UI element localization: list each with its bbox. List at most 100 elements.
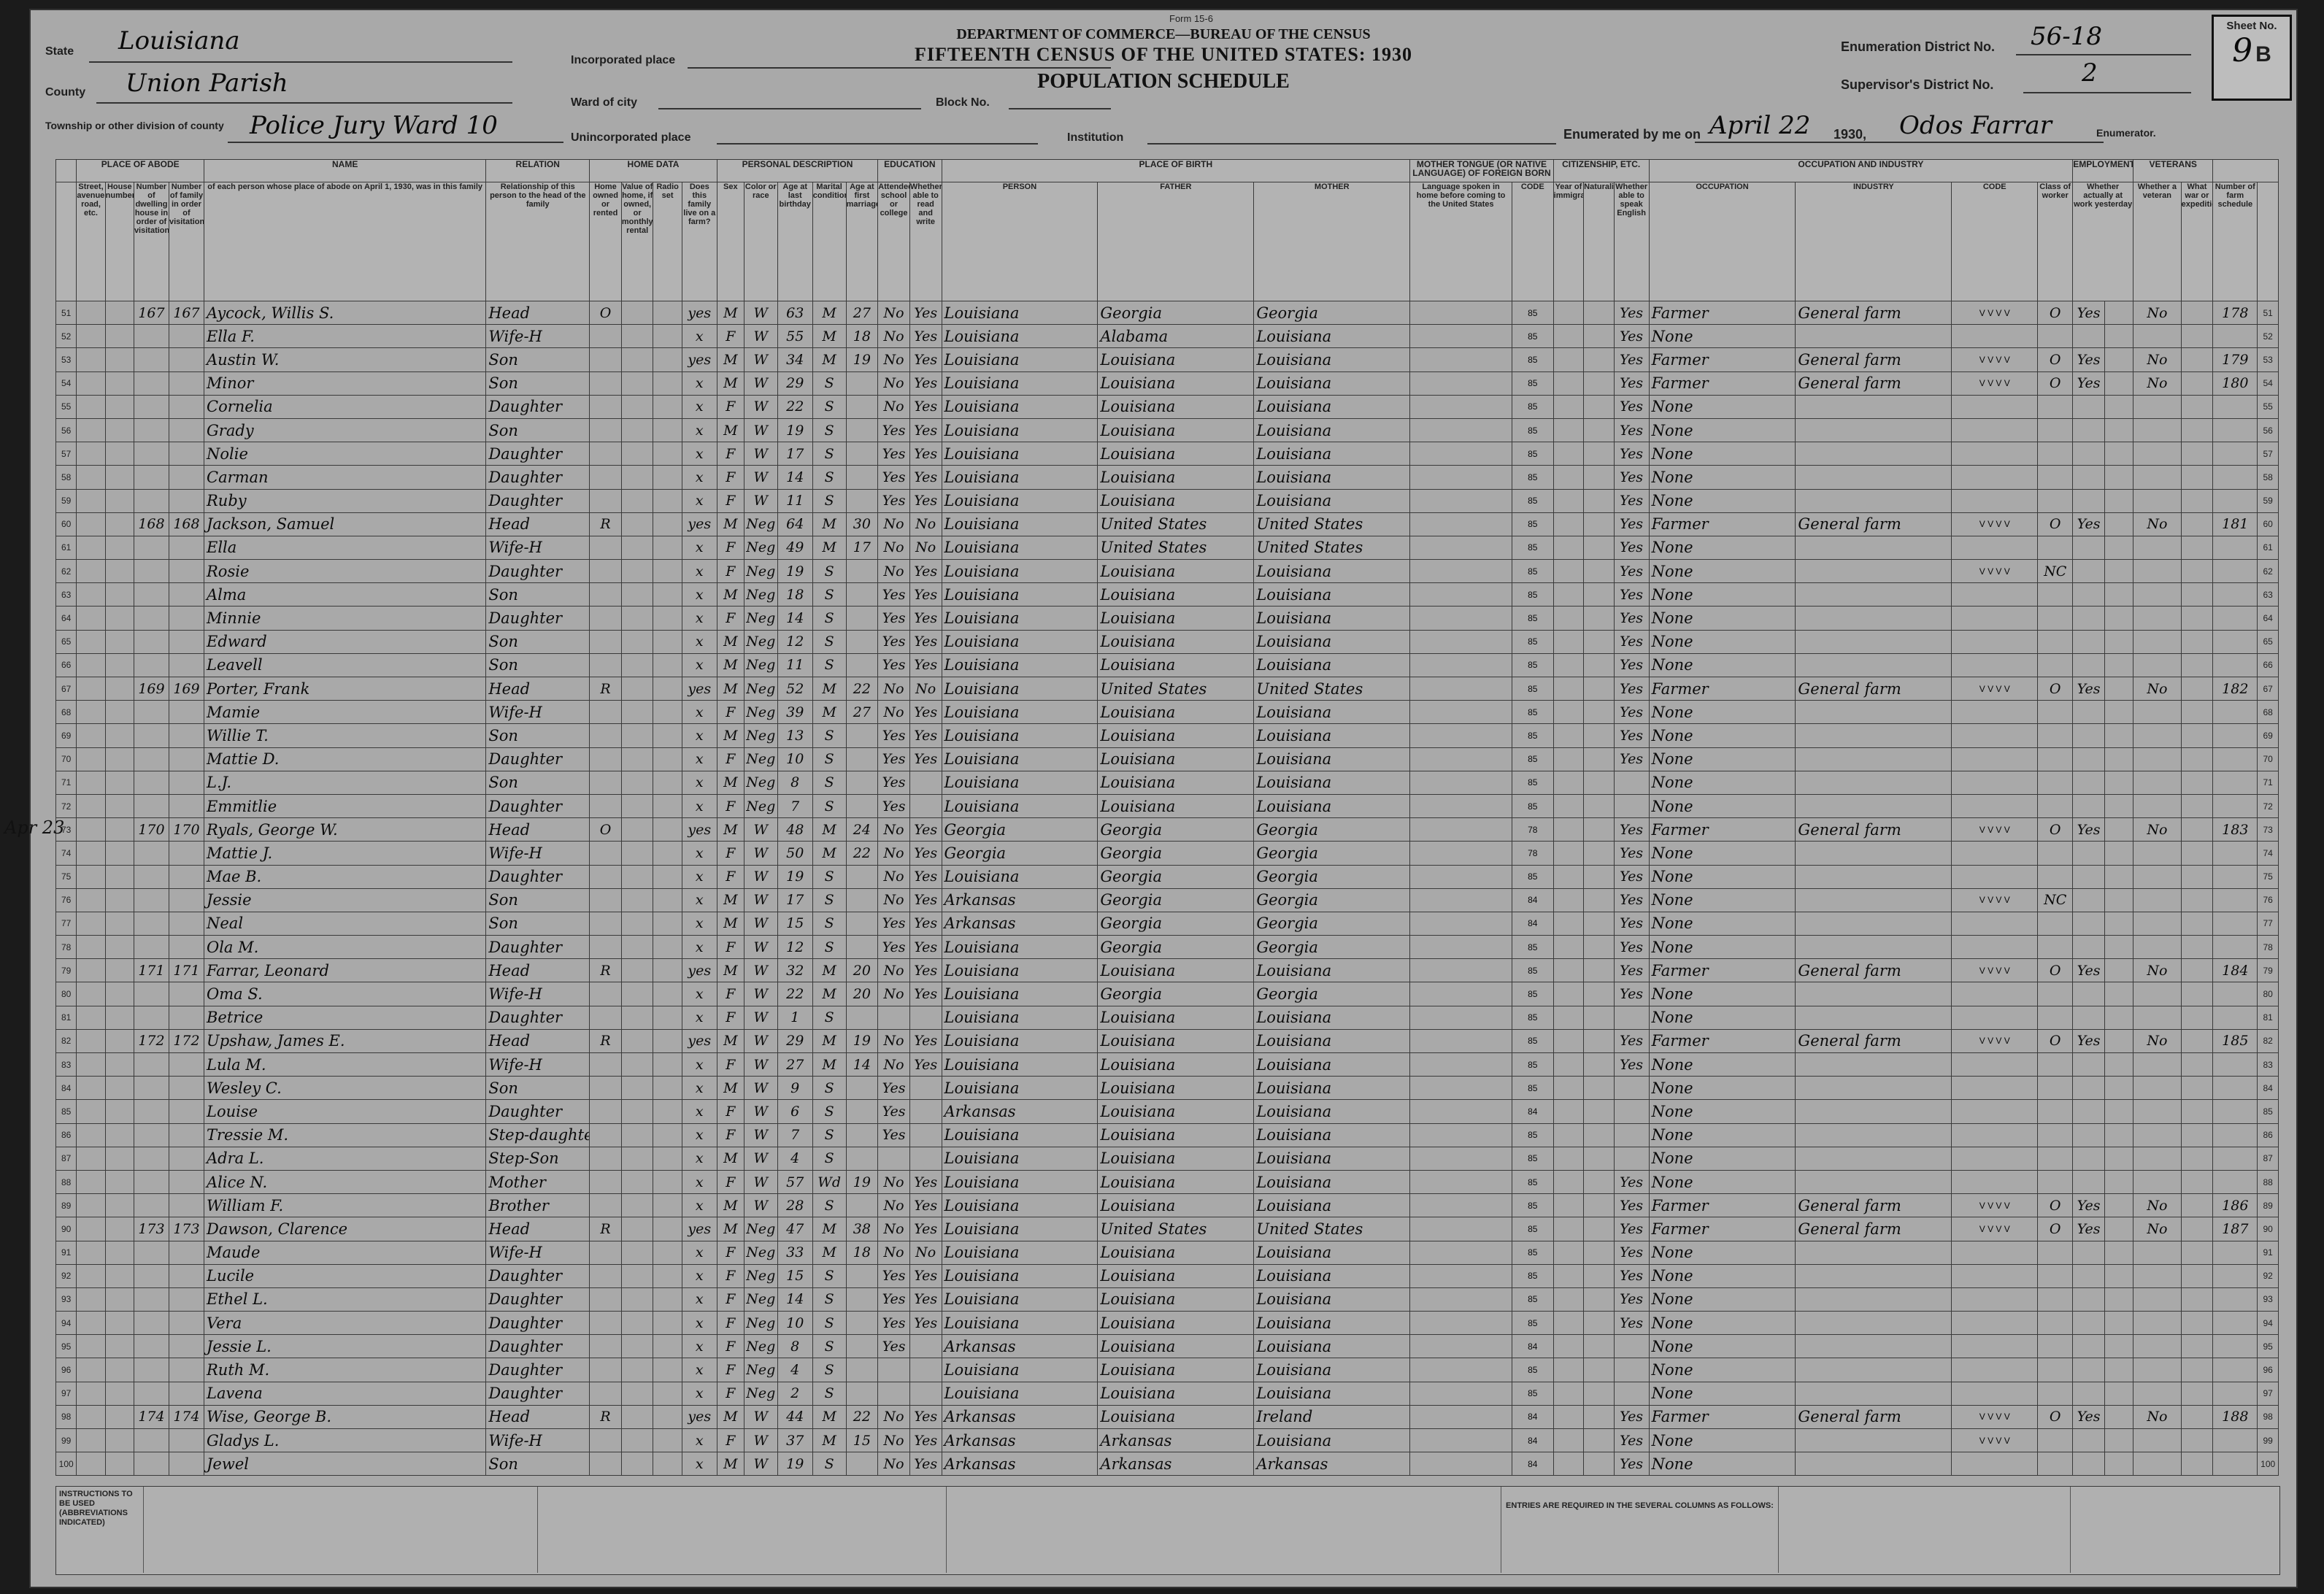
english-cell: Yes: [1613, 324, 1650, 349]
marital-cell: S: [812, 394, 847, 419]
family-cell: [168, 582, 205, 607]
name-cell: Edward: [203, 629, 487, 654]
occ-code-cell: V V V V: [1951, 559, 2039, 584]
read-cell: Yes: [909, 488, 942, 513]
english-cell: Yes: [1613, 888, 1650, 912]
birth-code-cell: 85: [1511, 535, 1554, 561]
tongue-cell: [1409, 442, 1512, 466]
class-worker-cell: [2037, 488, 2074, 513]
home-owned-cell: [589, 1263, 622, 1288]
marital-cell: S: [812, 417, 847, 443]
naturalization-cell: [1583, 488, 1615, 513]
veteran-cell: No: [2133, 512, 2182, 536]
veteran-cell: [2133, 535, 2182, 561]
family-cell: [168, 935, 205, 960]
line-number: 79: [55, 958, 77, 983]
relation-cell: Head: [485, 958, 590, 983]
race-cell: Neg: [743, 652, 778, 678]
veteran-cell: [2133, 1052, 2182, 1077]
relation-cell: Daughter: [485, 606, 590, 631]
line-subheader: [55, 182, 77, 301]
street-cell: [76, 1358, 106, 1382]
radio-cell: [653, 606, 682, 631]
school-cell: No: [877, 841, 910, 866]
veteran-cell: [2133, 1146, 2182, 1171]
dwelling-cell: [133, 535, 169, 561]
work-cell: [2072, 652, 2105, 678]
name-cell: Mattie D.: [203, 747, 487, 771]
age-cell: 50: [777, 841, 813, 866]
occupation-cell: Farmer: [1648, 512, 1796, 536]
home-owned-cell: [589, 1334, 622, 1359]
home-owned-cell: [589, 1381, 622, 1406]
english-cell: Yes: [1613, 864, 1650, 889]
mother-birthplace-cell: Georgia: [1253, 888, 1411, 912]
occupation-cell: Farmer: [1648, 1193, 1796, 1218]
naturalization-cell: [1583, 394, 1615, 419]
occupation-cell: None: [1648, 1146, 1796, 1171]
occupation-cell: None: [1648, 1452, 1796, 1476]
veteran-cell: [2133, 911, 2182, 936]
veteran-cell: No: [2133, 347, 2182, 372]
naturalization-cell: [1583, 935, 1615, 960]
dwelling-cell: [133, 1099, 169, 1124]
birthplace-cell: Louisiana: [941, 864, 1098, 889]
home-owned-cell: [589, 1169, 622, 1195]
work-cell: [2072, 1428, 2105, 1453]
street-cell: [76, 911, 106, 936]
home-value-cell: [620, 1028, 654, 1054]
line-number: 75: [55, 864, 77, 889]
occupation-cell: None: [1648, 1169, 1796, 1195]
dwelling-cell: 171: [133, 958, 169, 983]
birth-code-cell: 78: [1511, 817, 1554, 842]
naturalization-cell: [1583, 1099, 1615, 1124]
dwelling-cell: [133, 465, 169, 490]
occupation-cell: Farmer: [1648, 817, 1796, 842]
industry-cell: [1795, 1123, 1952, 1147]
family-cell: [168, 1240, 205, 1265]
house-cell: [104, 1240, 134, 1265]
work-cell: [2072, 723, 2105, 748]
street-cell: [76, 793, 106, 819]
marital-cell: S: [812, 1263, 847, 1288]
sex-cell: M: [716, 582, 744, 607]
table-row: 53 Austin W. Son yes M W 34 M 19 No Yes Louisiana Lo…: [55, 347, 2279, 372]
occ-code-cell: [1951, 841, 2039, 866]
table-row: 91 Maude Wife-H x F Neg 33 M 18 No No Louisiana Loui…: [55, 1240, 2279, 1265]
radio-cell: [653, 1452, 682, 1476]
read-cell: Yes: [909, 324, 942, 349]
relation-cell: Daughter: [485, 1334, 590, 1359]
unemployment-cell: [2104, 1404, 2134, 1430]
occupation-cell: None: [1648, 1005, 1796, 1030]
war-cell: [2180, 465, 2214, 490]
home-value-cell: [620, 747, 654, 771]
line-number: 60: [55, 512, 77, 536]
english-cell: Yes: [1613, 1193, 1650, 1218]
sex-cell: F: [716, 465, 744, 490]
age-cell: 4: [777, 1146, 813, 1171]
home-owned-cell: [589, 417, 622, 443]
table-row: 84 Wesley C. Son x M W 9 S Yes Louisiana Louisiana…: [55, 1076, 2279, 1101]
unemployment-cell: [2104, 864, 2134, 889]
occ-code-cell: [1951, 982, 2039, 1006]
birthplace-cell: Louisiana: [941, 417, 1098, 443]
relation-cell: Wife-H: [485, 324, 590, 349]
birthplace-cell: Louisiana: [941, 512, 1098, 536]
father-birthplace-cell: Louisiana: [1097, 606, 1255, 631]
marital-cell: M: [812, 841, 847, 866]
enumerator-name: Odos Farrar: [1899, 111, 2052, 140]
line-number: 54: [55, 371, 77, 396]
occ-code-cell: [1951, 747, 2039, 771]
enumerated-line: [1695, 142, 2104, 143]
race-cell: W: [743, 1193, 778, 1218]
home-owned-cell: [589, 1193, 622, 1218]
immigration-cell: [1552, 394, 1585, 419]
occupation-cell: None: [1648, 1099, 1796, 1124]
house-cell: [104, 652, 134, 678]
immigration-cell: [1552, 1358, 1585, 1382]
age-cell: 19: [777, 559, 813, 584]
radio-cell: [653, 465, 682, 490]
name-cell: Grady: [203, 417, 487, 443]
radio-cell: [653, 1311, 682, 1336]
veteran-cell: [2133, 1358, 2182, 1382]
